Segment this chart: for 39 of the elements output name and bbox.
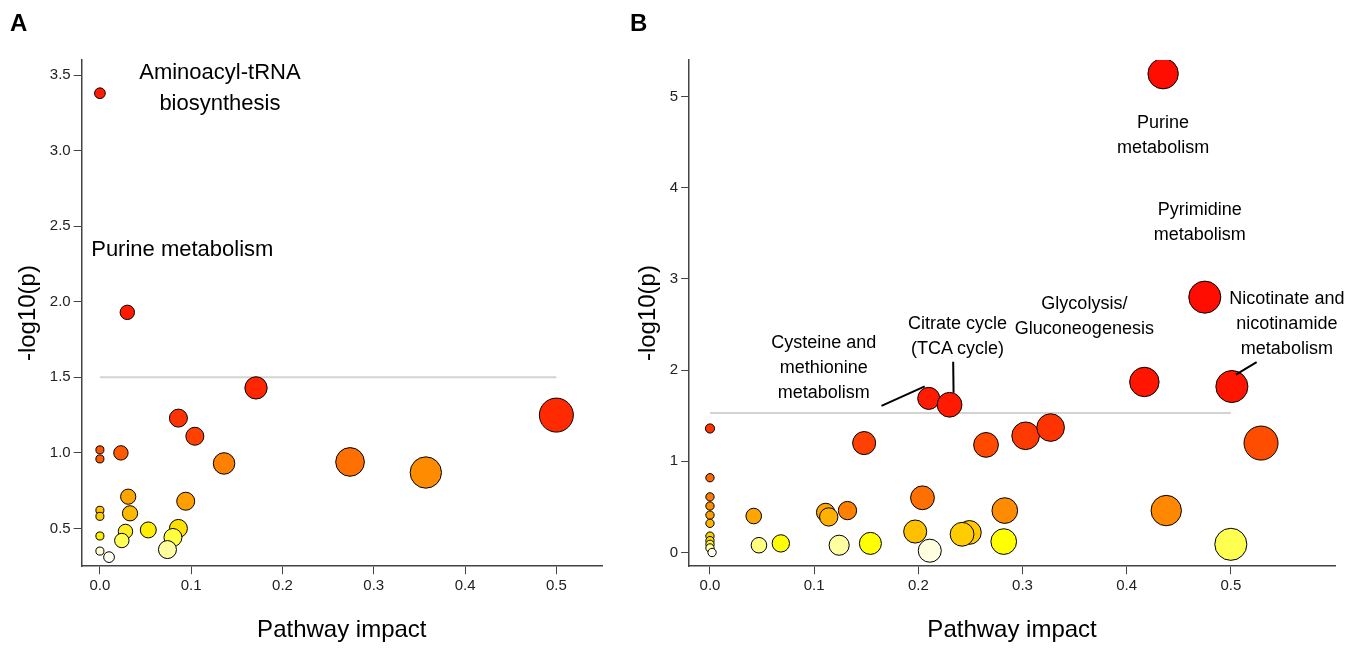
x-tick-label: 0.3 — [1012, 576, 1033, 594]
y-tick-label: 1.5 — [49, 367, 71, 385]
x-tick-label: 0.0 — [89, 576, 111, 594]
y-tick-label: 0 — [669, 542, 679, 560]
annotation: Nicotinate and nicotinamide metabolism — [1229, 288, 1345, 359]
y-tick-label: 3.5 — [49, 65, 71, 83]
chart-title: B — [630, 8, 648, 36]
x-tick-label: 0.3 — [363, 576, 385, 594]
x-tick-label: 0.5 — [1220, 576, 1242, 594]
y-tick-label: 2 — [669, 360, 679, 378]
annotation: Purine metabolism — [91, 236, 274, 262]
x-tick-label: 0.4 — [454, 576, 476, 594]
y-tick-label: 3 — [669, 269, 679, 287]
x-tick-label: 0.2 — [272, 576, 293, 594]
annotation: Citrate cycle (TCA cycle) — [908, 313, 1008, 359]
x-tick-label: 0.4 — [1116, 576, 1138, 594]
y-tick-label: 1 — [669, 451, 679, 469]
annotation: Pyrimidine metabolism — [1153, 198, 1246, 244]
y-axis-title: -log10(p) — [633, 265, 661, 362]
chart-title: A — [10, 8, 28, 36]
x-tick-label: 0.2 — [907, 576, 929, 594]
y-tick-label: 0.5 — [49, 518, 71, 536]
y-tick-label: 5 — [669, 86, 679, 104]
y-tick-label: 3.0 — [49, 140, 71, 158]
y-tick-label: 2.0 — [49, 291, 71, 309]
y-axis-title: -log10(p) — [13, 265, 41, 362]
annotation: Cysteine and methionine metabolism — [771, 332, 877, 403]
x-tick-label: 0.1 — [803, 576, 825, 594]
y-tick-label: 2.5 — [49, 216, 71, 234]
x-tick-label: 0.0 — [699, 576, 721, 594]
annotation: Aminoacyl-tRNA biosynthesis — [139, 58, 301, 115]
x-axis-title: Pathway impact — [927, 615, 1098, 643]
x-tick-label: 0.1 — [180, 576, 202, 594]
annotation: Glycolysis/ Gluconeogenesis — [1014, 293, 1154, 339]
x-axis-title: Pathway impact — [257, 615, 427, 643]
y-tick-label: 1.0 — [49, 443, 71, 461]
y-tick-label: 4 — [669, 177, 679, 195]
x-tick-label: 0.5 — [545, 576, 567, 594]
annotation: Purine metabolism — [1117, 112, 1210, 158]
